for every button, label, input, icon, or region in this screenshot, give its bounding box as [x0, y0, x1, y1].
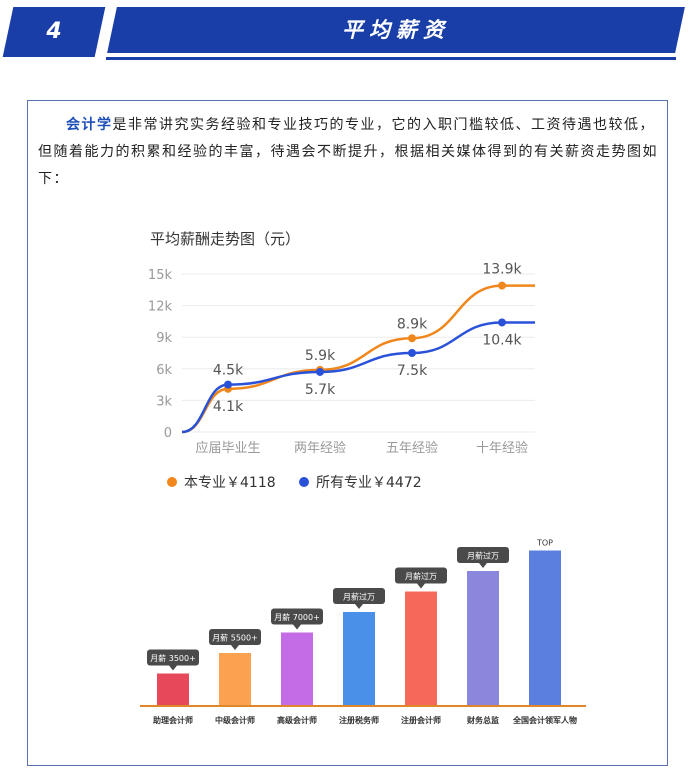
callout-bubble	[333, 588, 385, 604]
legend-label: 所有专业￥4472	[316, 475, 422, 491]
data-label: 4.1k	[213, 399, 244, 415]
x-tick-label: 十年经验	[476, 440, 528, 456]
bar-callout: 月薪过万	[467, 551, 499, 561]
bar-callout: 月薪 7000+	[274, 612, 320, 622]
data-point	[224, 380, 232, 389]
legend-marker	[167, 477, 177, 487]
x-tick-label: 五年经验	[386, 440, 438, 456]
bar-category-label: 高级会计师	[277, 715, 317, 725]
y-tick-label: 12k	[148, 300, 173, 315]
career-salary-bar-chart: 月薪 3500+ 助理会计师 月薪 5500+ 中级会计师 月薪 7000+ 高级会计师 月…	[140, 539, 586, 725]
intro-paragraph: 会计学是非常讲究实务经验和专业技巧的专业，它的入职门槛较低、工资待遇也较低，但随…	[38, 112, 663, 193]
legend-marker	[299, 477, 309, 487]
data-point	[498, 318, 506, 327]
callout-bubble	[395, 567, 447, 584]
y-tick-label: 15k	[148, 268, 173, 283]
section-title-banner: 平均薪资	[107, 7, 685, 53]
bar-callout: 月薪过万	[405, 571, 437, 581]
data-point	[316, 367, 324, 376]
callout-pointer	[293, 624, 301, 630]
salary-bar	[467, 571, 499, 706]
bar-callout: 月薪过万	[343, 592, 375, 602]
section-title: 平均薪资	[342, 18, 450, 42]
salary-bar	[343, 612, 375, 706]
bar-category-label: 助理会计师	[153, 715, 193, 725]
section-number: 4	[46, 19, 62, 44]
bar-category-label: 全国会计领军人物	[512, 715, 577, 725]
data-label: 10.4k	[482, 332, 522, 348]
bar-category-label: 财务总监	[466, 715, 499, 725]
data-label: 5.9k	[305, 348, 336, 364]
callout-bubble	[209, 629, 261, 645]
callout-bubble	[271, 608, 323, 625]
y-tick-label: 3k	[156, 394, 172, 409]
chart-title: 平均薪酬走势图（元）	[150, 230, 300, 248]
salary-bar	[405, 591, 437, 706]
data-label: 7.5k	[397, 363, 428, 379]
data-label: 4.5k	[213, 363, 244, 379]
intro-text: 是非常讲究实务经验和专业技巧的专业，它的入职门槛较低、工资待遇也较低，但随着能力…	[38, 117, 658, 187]
callout-bubble	[457, 547, 509, 563]
callout-pointer	[231, 645, 239, 650]
bar-category-label: 中级会计师	[215, 715, 255, 725]
salary-bar	[529, 550, 561, 706]
y-tick-label: 0	[164, 426, 172, 441]
callout-pointer	[417, 583, 425, 589]
y-tick-label: 6k	[156, 363, 172, 378]
salary-bar	[281, 632, 313, 706]
data-label: 5.7k	[305, 382, 336, 398]
callout-pointer	[479, 563, 487, 568]
x-tick-label: 两年经验	[294, 440, 346, 456]
bar-callout: TOP	[536, 539, 553, 548]
bar-category-label: 注册税务师	[339, 715, 379, 725]
data-label: 8.9k	[397, 316, 428, 332]
data-point	[408, 349, 416, 357]
header-underline	[106, 57, 676, 60]
salary-bar	[219, 653, 251, 706]
bar-callout: 月薪 3500+	[150, 653, 196, 663]
data-point	[498, 281, 506, 290]
x-tick-label: 应届毕业生	[195, 440, 260, 456]
y-tick-label: 9k	[156, 331, 172, 346]
bar-callout: 月薪 5500+	[212, 633, 258, 643]
salary-trend-chart: 平均薪酬走势图（元） 0 3k 6k 9k 12k 15k 应届毕业生 两年经验 五年经验 十年经…	[148, 230, 535, 491]
section-number-badge: 4	[2, 7, 106, 57]
callout-pointer	[169, 665, 177, 671]
legend-label: 本专业￥4118	[184, 475, 276, 491]
bar-category-label: 注册会计师	[401, 715, 441, 725]
callout-pointer	[355, 604, 363, 609]
data-label: 13.9k	[482, 262, 522, 278]
content-box	[27, 100, 668, 766]
data-point	[408, 334, 416, 343]
intro-keyword: 会计学	[66, 117, 113, 133]
salary-bar	[157, 673, 189, 706]
callout-bubble	[147, 649, 199, 666]
